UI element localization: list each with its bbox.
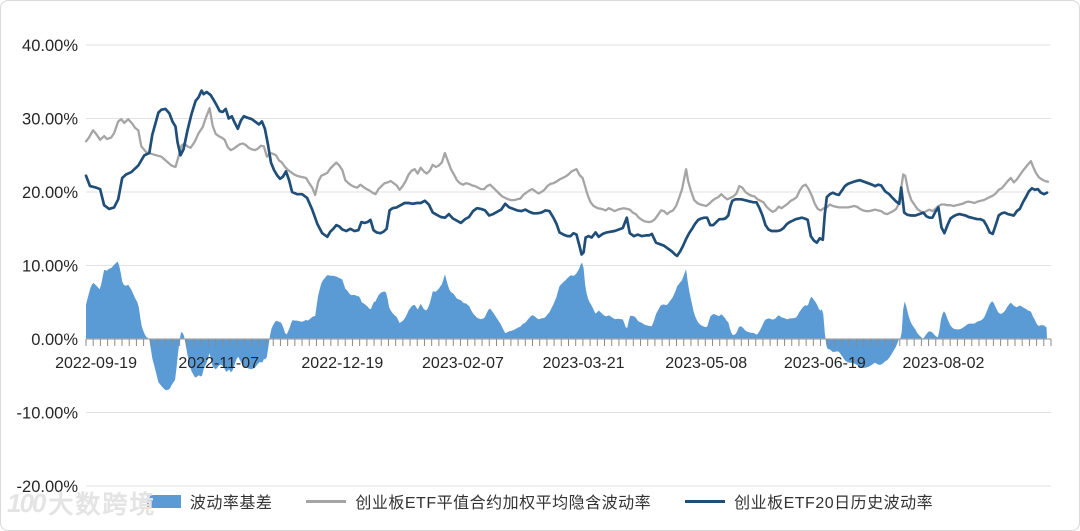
legend-line-swatch xyxy=(306,499,347,503)
x-axis-label: 2023-03-21 xyxy=(543,355,625,372)
implied-volatility-line xyxy=(84,107,1050,224)
x-axis-label: 2022-11-07 xyxy=(178,355,259,372)
y-axis-label: 20.00% xyxy=(22,184,78,202)
y-axis-label: 40.00% xyxy=(22,37,78,55)
x-axis-label: 2022-09-19 xyxy=(55,355,137,372)
y-axis-label: -20.00% xyxy=(17,478,79,496)
legend-line-swatch xyxy=(685,499,726,503)
y-axis-label: 30.00% xyxy=(22,111,78,129)
y-axis-label: 10.00% xyxy=(22,258,78,276)
x-axis-label: 2023-02-07 xyxy=(422,355,504,372)
legend-label: 创业板ETF平值合约加权平均隐含波动率 xyxy=(355,495,652,512)
x-axis-label: 2023-05-08 xyxy=(665,355,747,372)
x-axis-label: 2022-12-19 xyxy=(301,355,383,372)
legend-bar-swatch xyxy=(146,494,181,508)
chart-legend: 波动率基差 创业板ETF平值合约加权平均隐含波动率 创业板ETF20日历史波动率 xyxy=(1,489,1079,513)
legend-label: 创业板ETF20日历史波动率 xyxy=(734,495,934,512)
legend-item-1: 创业板ETF平值合约加权平均隐含波动率 xyxy=(306,489,651,513)
x-axis-label: 2023-06-19 xyxy=(784,355,866,372)
volatility-basis-area xyxy=(86,261,1047,391)
legend-item-2: 创业板ETF20日历史波动率 xyxy=(685,489,933,513)
legend-label: 波动率基差 xyxy=(189,495,273,512)
x-axis-label: 2023-08-02 xyxy=(903,355,985,372)
y-axis-label: -10.00% xyxy=(17,405,79,423)
legend-item-0: 波动率基差 xyxy=(146,489,273,513)
y-axis-label: 0.00% xyxy=(31,331,78,349)
historical-volatility-line xyxy=(84,89,1049,258)
